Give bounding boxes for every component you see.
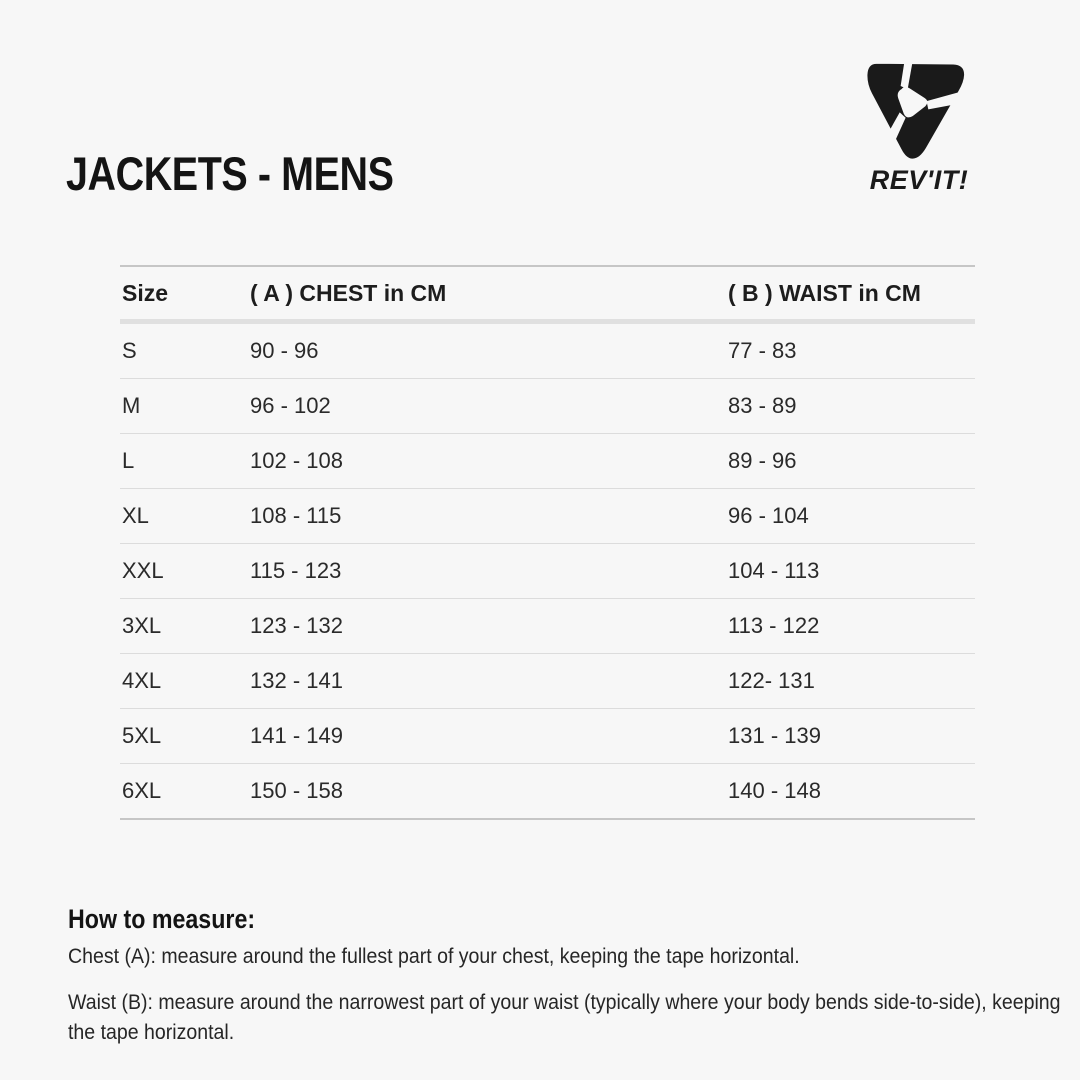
waist-measure-note: Waist (B): measure around the narrowest … [68, 988, 1061, 1048]
table-row: M 96 - 102 83 - 89 [120, 379, 975, 434]
table-row: 4XL 132 - 141 122- 131 [120, 654, 975, 709]
brand-logo: REV'IT! [845, 54, 995, 196]
chest-cell: 96 - 102 [250, 393, 331, 418]
page-title: JACKETS - MENS [66, 147, 394, 200]
table-row: S 90 - 96 77 - 83 [120, 324, 975, 379]
brand-wordmark: REV'IT! [869, 165, 969, 195]
table-row: 5XL 141 - 149 131 - 139 [120, 709, 975, 764]
waist-cell: 96 - 104 [728, 503, 809, 528]
how-to-measure-heading: How to measure: [68, 904, 256, 934]
waist-cell: 113 - 122 [728, 613, 820, 638]
revit-shield-icon [867, 60, 966, 159]
table-row: XXL 115 - 123 104 - 113 [120, 544, 975, 599]
waist-measure-note-line1: Waist (B): measure around the narrowest … [68, 991, 1061, 1014]
waist-cell: 140 - 148 [728, 778, 821, 803]
waist-cell: 77 - 83 [728, 338, 797, 363]
size-cell: XL [122, 503, 149, 528]
size-cell: 5XL [122, 723, 162, 748]
waist-cell: 131 - 139 [728, 723, 821, 748]
size-cell: S [122, 338, 137, 363]
size-cell: L [122, 448, 135, 473]
size-cell: 3XL [122, 613, 162, 638]
chest-cell: 150 - 158 [250, 778, 343, 803]
column-header-size: Size [122, 279, 169, 306]
waist-cell: 122- 131 [728, 668, 815, 693]
table-row: 6XL 150 - 158 140 - 148 [120, 764, 975, 820]
waist-cell: 83 - 89 [728, 393, 797, 418]
chest-cell: 108 - 115 [250, 503, 342, 528]
column-header-waist: ( B ) WAIST in CM [728, 279, 921, 306]
waist-cell: 89 - 96 [728, 448, 797, 473]
table-row: L 102 - 108 89 - 96 [120, 434, 975, 489]
size-cell: M [122, 393, 141, 418]
chest-cell: 102 - 108 [250, 448, 343, 473]
column-header-chest: ( A ) CHEST in CM [250, 279, 447, 306]
waist-measure-note-line2: the tape horizontal. [68, 1021, 235, 1044]
table-row: XL 108 - 115 96 - 104 [120, 489, 975, 544]
chest-cell: 132 - 141 [250, 668, 343, 693]
chest-measure-note: Chest (A): measure around the fullest pa… [68, 945, 800, 968]
chest-cell: 115 - 123 [250, 558, 342, 583]
size-cell: XXL [122, 558, 164, 583]
chest-cell: 90 - 96 [250, 338, 319, 363]
size-cell: 4XL [122, 668, 162, 693]
waist-cell: 104 - 113 [728, 558, 820, 583]
size-table: Size ( A ) CHEST in CM ( B ) WAIST in CM… [120, 265, 975, 820]
table-header-row: Size ( A ) CHEST in CM ( B ) WAIST in CM [120, 265, 975, 324]
size-cell: 6XL [122, 778, 162, 803]
chest-cell: 141 - 149 [250, 723, 343, 748]
chest-cell: 123 - 132 [250, 613, 343, 638]
table-row: 3XL 123 - 132 113 - 122 [120, 599, 975, 654]
